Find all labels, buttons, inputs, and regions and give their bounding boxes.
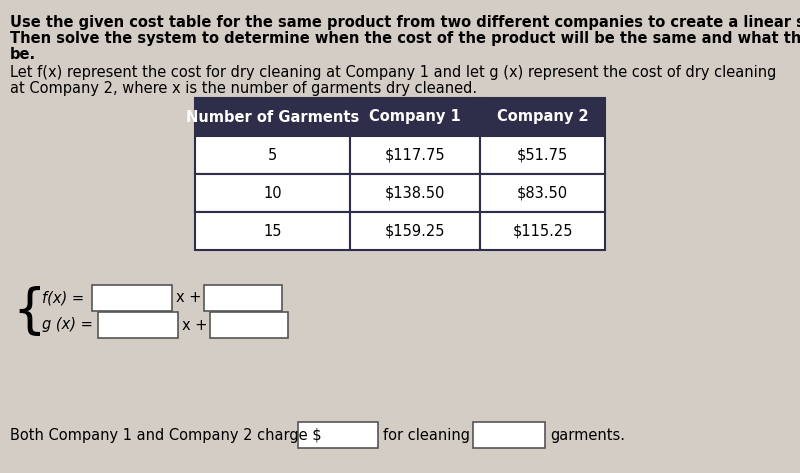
FancyBboxPatch shape <box>350 212 480 250</box>
Text: x +: x + <box>176 290 202 306</box>
FancyBboxPatch shape <box>350 136 480 174</box>
Text: Then solve the system to determine when the cost of the product will be the same: Then solve the system to determine when … <box>10 31 800 46</box>
Text: {: { <box>12 286 46 338</box>
Text: $138.50: $138.50 <box>385 185 445 201</box>
Text: $51.75: $51.75 <box>517 148 568 163</box>
Text: 5: 5 <box>268 148 277 163</box>
Text: Company 1: Company 1 <box>369 110 461 124</box>
Text: 15: 15 <box>263 224 282 238</box>
FancyBboxPatch shape <box>473 422 545 448</box>
Text: 10: 10 <box>263 185 282 201</box>
FancyBboxPatch shape <box>480 174 605 212</box>
Text: Let f(x) represent the cost for dry cleaning at Company 1 and let g (x) represen: Let f(x) represent the cost for dry clea… <box>10 65 776 80</box>
FancyBboxPatch shape <box>195 98 350 136</box>
Text: f(x) =: f(x) = <box>42 290 84 306</box>
Text: $117.75: $117.75 <box>385 148 446 163</box>
FancyBboxPatch shape <box>480 98 605 136</box>
FancyBboxPatch shape <box>298 422 378 448</box>
FancyBboxPatch shape <box>480 212 605 250</box>
FancyBboxPatch shape <box>210 312 288 338</box>
Text: Use the given cost table for the same product from two different companies to cr: Use the given cost table for the same pr… <box>10 15 800 30</box>
Text: for cleaning: for cleaning <box>383 428 470 443</box>
Text: $115.25: $115.25 <box>512 224 573 238</box>
Text: garments.: garments. <box>550 428 625 443</box>
Text: Company 2: Company 2 <box>497 110 588 124</box>
FancyBboxPatch shape <box>195 212 350 250</box>
Text: $83.50: $83.50 <box>517 185 568 201</box>
FancyBboxPatch shape <box>350 98 480 136</box>
FancyBboxPatch shape <box>195 174 350 212</box>
Text: be.: be. <box>10 47 36 62</box>
FancyBboxPatch shape <box>92 285 172 311</box>
FancyBboxPatch shape <box>195 136 350 174</box>
FancyBboxPatch shape <box>350 174 480 212</box>
Text: at Company 2, where x is the number of garments dry cleaned.: at Company 2, where x is the number of g… <box>10 81 477 96</box>
Text: Both Company 1 and Company 2 charge $: Both Company 1 and Company 2 charge $ <box>10 428 322 443</box>
FancyBboxPatch shape <box>204 285 282 311</box>
Text: Number of Garments: Number of Garments <box>186 110 359 124</box>
FancyBboxPatch shape <box>98 312 178 338</box>
Text: g (x) =: g (x) = <box>42 317 93 333</box>
FancyBboxPatch shape <box>480 136 605 174</box>
Text: $159.25: $159.25 <box>385 224 446 238</box>
Text: x +: x + <box>182 317 207 333</box>
